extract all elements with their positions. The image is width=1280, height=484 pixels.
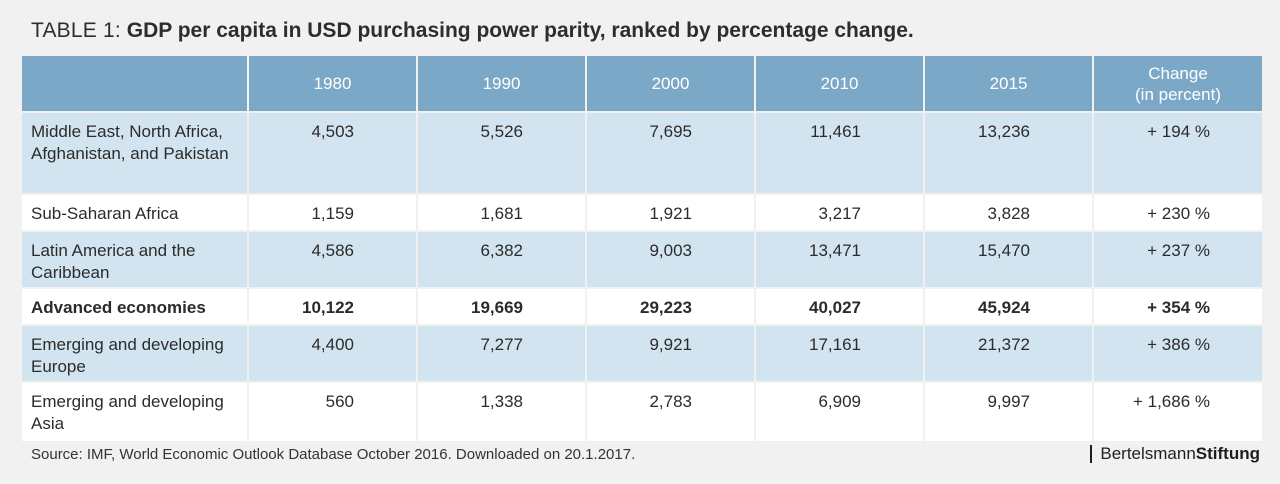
table-row: Sub-Saharan Africa 1,159 1,681 1,921 3,2… — [22, 193, 1262, 230]
value-1980: 4,400 — [249, 324, 418, 381]
header-change: Change (in percent) — [1094, 56, 1262, 111]
value-2015: 15,470 — [925, 230, 1094, 287]
value-1980: 10,122 — [249, 287, 418, 324]
header-1980: 1980 — [249, 56, 418, 111]
value-1990: 7,277 — [418, 324, 587, 381]
value-change: + 354 % — [1094, 287, 1262, 324]
gdp-table: 1980 1990 2000 2010 2015 Change (in perc… — [22, 56, 1262, 441]
value-change: + 386 % — [1094, 324, 1262, 381]
table-header-row: 1980 1990 2000 2010 2015 Change (in perc… — [22, 56, 1262, 111]
header-2010: 2010 — [756, 56, 925, 111]
value-2015: 9,997 — [925, 381, 1094, 441]
value-2010: 13,471 — [756, 230, 925, 287]
brand-name-part1: Bertelsmann — [1100, 444, 1196, 463]
brand-divider — [1090, 445, 1093, 463]
value-2000: 29,223 — [587, 287, 756, 324]
region-name: Emerging and developing Europe — [22, 324, 249, 381]
value-2000: 9,003 — [587, 230, 756, 287]
table-row: Advanced economies 10,122 19,669 29,223 … — [22, 287, 1262, 324]
value-change: + 230 % — [1094, 193, 1262, 230]
header-2000: 2000 — [587, 56, 756, 111]
value-2000: 7,695 — [587, 111, 756, 193]
value-2015: 3,828 — [925, 193, 1094, 230]
value-2000: 1,921 — [587, 193, 756, 230]
value-1990: 5,526 — [418, 111, 587, 193]
region-name: Emerging and developing Asia — [22, 381, 249, 441]
value-2015: 45,924 — [925, 287, 1094, 324]
region-name: Sub-Saharan Africa — [22, 193, 249, 230]
value-2010: 40,027 — [756, 287, 925, 324]
value-1990: 19,669 — [418, 287, 587, 324]
table-title-prefix: TABLE 1: — [31, 19, 121, 42]
value-1980: 560 — [249, 381, 418, 441]
value-change: + 1,686 % — [1094, 381, 1262, 441]
value-change: + 237 % — [1094, 230, 1262, 287]
region-name: Middle East, North Africa, Afghanistan, … — [22, 111, 249, 193]
region-name: Latin America and the Caribbean — [22, 230, 249, 287]
value-1980: 4,503 — [249, 111, 418, 193]
header-region — [22, 56, 249, 111]
source-note: Source: IMF, World Economic Outlook Data… — [31, 446, 636, 463]
value-1990: 1,338 — [418, 381, 587, 441]
header-1990: 1990 — [418, 56, 587, 111]
value-2010: 6,909 — [756, 381, 925, 441]
header-2015: 2015 — [925, 56, 1094, 111]
brand-logo: Bertelsmann Stiftung — [1090, 444, 1260, 464]
value-2000: 2,783 — [587, 381, 756, 441]
table-row: Latin America and the Caribbean 4,586 6,… — [22, 230, 1262, 287]
value-2015: 13,236 — [925, 111, 1094, 193]
value-2015: 21,372 — [925, 324, 1094, 381]
value-1990: 6,382 — [418, 230, 587, 287]
table-row: Middle East, North Africa, Afghanistan, … — [22, 111, 1262, 193]
value-change: + 194 % — [1094, 111, 1262, 193]
table-title-main: GDP per capita in USD purchasing power p… — [126, 19, 914, 42]
value-1990: 1,681 — [418, 193, 587, 230]
value-2000: 9,921 — [587, 324, 756, 381]
region-name: Advanced economies — [22, 287, 249, 324]
brand-name-part2: Stiftung — [1195, 444, 1260, 463]
table-row: Emerging and developing Asia 560 1,338 2… — [22, 381, 1262, 441]
value-2010: 3,217 — [756, 193, 925, 230]
table-title: TABLE 1: GDP per capita in USD purchasin… — [31, 18, 914, 44]
header-change-line2: (in percent) — [1135, 84, 1221, 104]
table-row: Emerging and developing Europe 4,400 7,2… — [22, 324, 1262, 381]
header-change-line1: Change — [1148, 63, 1208, 83]
value-2010: 17,161 — [756, 324, 925, 381]
value-1980: 4,586 — [249, 230, 418, 287]
value-2010: 11,461 — [756, 111, 925, 193]
value-1980: 1,159 — [249, 193, 418, 230]
